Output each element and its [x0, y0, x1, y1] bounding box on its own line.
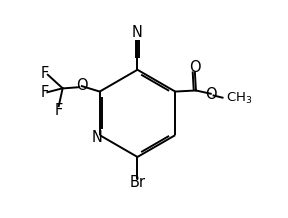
Text: O: O [206, 87, 217, 102]
Text: O: O [76, 78, 88, 93]
Text: F: F [55, 103, 63, 118]
Text: N: N [132, 25, 143, 40]
Text: CH$_3$: CH$_3$ [226, 90, 253, 106]
Text: Br: Br [130, 175, 145, 190]
Text: F: F [41, 66, 49, 81]
Text: F: F [40, 85, 49, 100]
Text: O: O [189, 60, 201, 75]
Text: N: N [92, 130, 103, 145]
